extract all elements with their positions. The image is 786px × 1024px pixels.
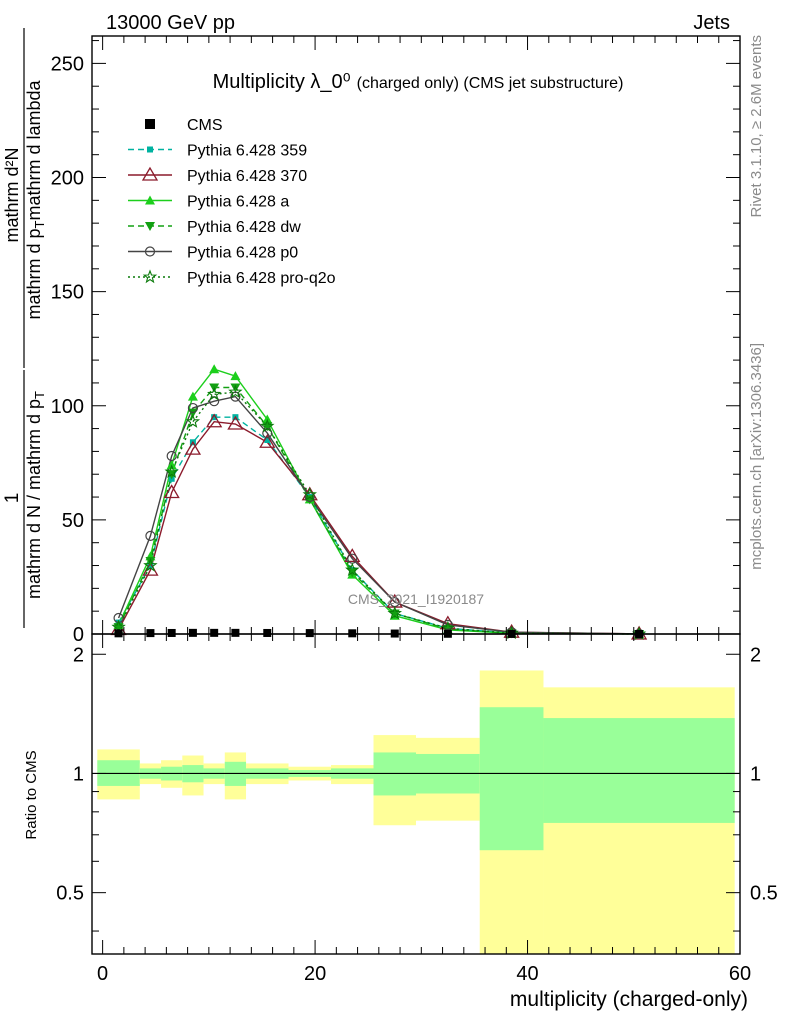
series-3-point-1: [145, 556, 156, 566]
ratio-plot: 0.5 0.51 12 20 20 40 60 Ratio to CMS: [23, 633, 778, 985]
ratio-axes-ytick-label-0: 0.5: [56, 883, 84, 905]
series-5-point-7: [302, 487, 317, 501]
series-4-point-2: [166, 450, 177, 462]
ratio-band-green-12: [543, 718, 735, 823]
series-line-4: [117, 395, 640, 635]
x-axis-label: multiplicity (charged-only): [510, 988, 748, 1011]
ratio-axes: 0.5 0.51 12 20 20 40 60: [56, 633, 778, 985]
cms-point-6: [263, 628, 272, 637]
ratio-axes-ytick-label-right-1: 1: [750, 763, 761, 785]
series-2-point-3: [187, 391, 198, 401]
series-0-point-6: [264, 436, 271, 443]
rivet-version-label: Rivet 3.1.10, ≥ 2.6M events: [748, 35, 765, 218]
x-tick-label-3: 60: [729, 963, 751, 985]
main-axes-ytick-label-3: 150: [51, 282, 84, 304]
series-1-point-4: [206, 413, 223, 428]
cms-point-1: [146, 629, 155, 638]
header-process-label: Jets: [693, 12, 730, 34]
y-label-rest-numerator: mathrm d²N: [2, 147, 22, 242]
x-tick-label-2: 40: [516, 963, 538, 985]
series-5-point-1: [143, 557, 158, 572]
series-5-point-3: [185, 414, 201, 428]
legend-marker-4: [145, 222, 155, 231]
legend-marker-6: [142, 269, 158, 284]
header-energy-label: 13000 GeV pp: [106, 12, 235, 34]
series-4-point-5: [230, 391, 241, 402]
series-0-point-4: [211, 414, 218, 421]
legend-label-0: CMS: [187, 117, 223, 134]
chart-title: Multiplicity λ_0⁰ (charged only) (CMS jet…: [213, 71, 624, 93]
chart-title-main: Multiplicity λ_0⁰: [213, 71, 351, 93]
legend-marker-2: [141, 166, 159, 181]
cms-point-2: [167, 628, 176, 637]
legend-marker-3: [145, 195, 155, 205]
legend-label-4: Pythia 6.428 dw: [187, 219, 301, 236]
cms-point-4: [210, 628, 219, 637]
ratio-y-label: Ratio to CMS: [23, 750, 40, 839]
ratio-axes-ytick-label-right-2: 2: [750, 644, 761, 666]
series-5-point-4: [207, 386, 222, 401]
series-4-point-3: [187, 402, 199, 414]
y-label-top-denominator: mathrm d N / mathrm d pT: [24, 391, 47, 599]
series-1-point-3: [184, 440, 202, 455]
ratio-axes-ytick-label-right-0: 0.5: [750, 883, 778, 905]
main-plot: CMS_2021_I1920187 0 50 100 150 200 250 Multip…: [51, 35, 741, 646]
series-3-point-5: [230, 383, 241, 393]
series-4-point-7: [304, 491, 315, 503]
series-1-point-6: [259, 433, 276, 448]
legend-label-6: Pythia 6.428 pro-q2o: [187, 270, 336, 287]
ratio-axes-ytick-label-2: 2: [73, 644, 84, 666]
legend-label-2: Pythia 6.428 370: [187, 168, 307, 185]
series-5-point-6: [260, 418, 275, 433]
cms-point-3: [188, 628, 197, 637]
legend: CMS Pythia 6.428 359 Pythia 6.428 370 Pythi…: [128, 117, 336, 287]
chart-title-sub: (charged only) (CMS jet substructure): [357, 75, 624, 92]
legend-marker-1: [147, 146, 153, 153]
series-5-point-2: [164, 464, 179, 479]
series-5-point-9: [387, 605, 402, 620]
ratio-bands: [92, 670, 740, 954]
y-label-rest-denominator: mathrm d pTmathrm d lambda: [24, 79, 47, 319]
series-4-point-1: [145, 530, 156, 541]
analysis-watermark: CMS_2021_I1920187: [348, 591, 484, 607]
legend-marker-5: [144, 246, 156, 257]
legend-label-5: Pythia 6.428 p0: [187, 245, 298, 262]
x-tick-label-0: 0: [97, 963, 108, 985]
ratio-axes-ytick-label-1: 1: [73, 763, 84, 785]
cms-point-5: [231, 628, 240, 637]
series-1-point-5: [227, 415, 244, 430]
series-1-point-2: [163, 484, 180, 499]
x-tick-label-1: 20: [304, 963, 326, 985]
main-axes-ytick-label-5: 250: [51, 53, 84, 75]
series-5-point-8: [345, 562, 360, 577]
legend-label-1: Pythia 6.428 359: [187, 143, 307, 160]
series-5-point-5: [228, 384, 243, 399]
mcplots-label: mcplots.cern.ch [arXiv:1306.3436]: [748, 343, 765, 570]
series-2-point-4: [209, 364, 220, 374]
legend-marker-cms: [145, 119, 155, 129]
ratio-axes-frame: [91, 633, 741, 955]
series-4-point-10: [442, 619, 453, 630]
main-axes-ytick-label-2: 100: [51, 396, 84, 418]
y-axis-label: 1 mathrm d N / mathrm d pT mathrm d²N ma…: [2, 28, 47, 628]
cms-point-7: [305, 629, 314, 638]
legend-label-3: Pythia 6.428 a: [187, 194, 289, 211]
series-2-point-5: [230, 371, 241, 381]
ratio-band-green-11: [479, 707, 544, 851]
y-label-top-numerator: 1: [2, 493, 23, 504]
main-axes-ytick-label-4: 200: [51, 168, 84, 190]
main-axes-ytick-label-1: 50: [62, 510, 84, 532]
main-axes-ytick-label-0: 0: [73, 624, 84, 646]
